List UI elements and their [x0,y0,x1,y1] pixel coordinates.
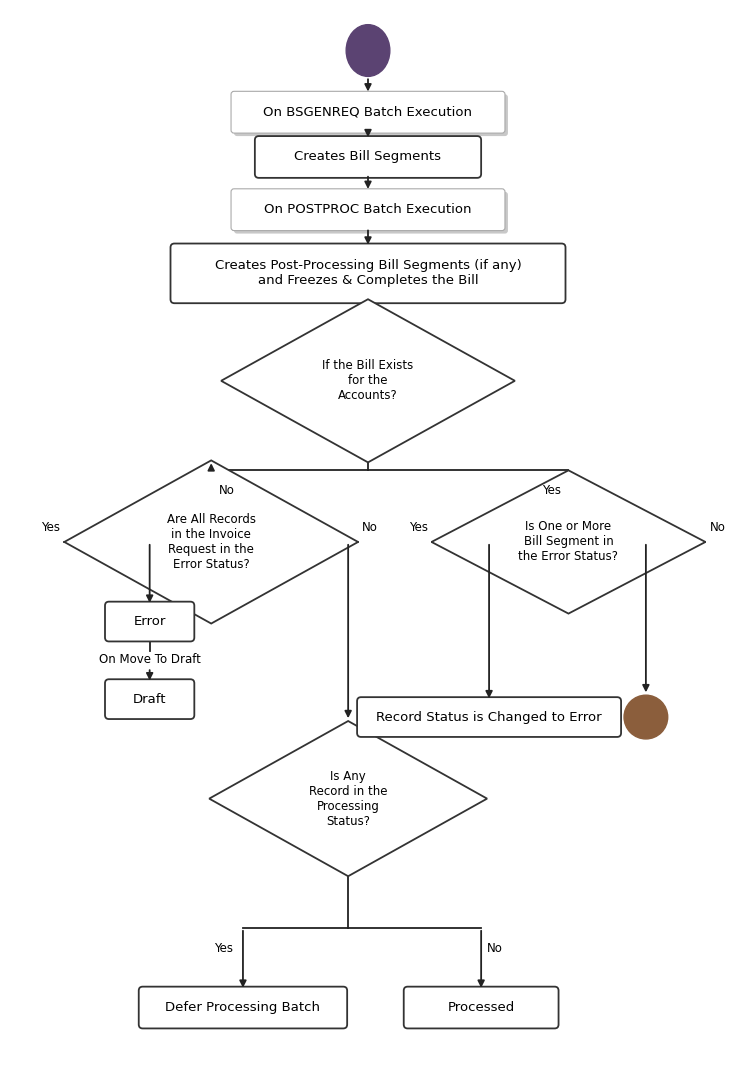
Text: On POSTPROC Batch Execution: On POSTPROC Batch Execution [264,203,472,216]
Text: Yes: Yes [214,941,233,955]
Text: Defer Processing Batch: Defer Processing Batch [166,1001,320,1014]
Text: Record Status is Changed to Error: Record Status is Changed to Error [376,710,602,724]
Text: On Move To Draft: On Move To Draft [99,653,201,666]
Text: Yes: Yes [41,521,60,534]
Text: No: No [219,484,235,497]
FancyBboxPatch shape [404,986,559,1028]
Text: Creates Bill Segments: Creates Bill Segments [294,150,442,164]
Text: On BSGENREQ Batch Execution: On BSGENREQ Batch Execution [263,106,473,119]
FancyBboxPatch shape [231,188,505,230]
Text: Yes: Yes [408,521,428,534]
FancyBboxPatch shape [255,136,481,178]
Text: Are All Records
in the Invoice
Request in the
Error Status?: Are All Records in the Invoice Request i… [166,513,255,571]
FancyBboxPatch shape [139,986,347,1028]
Polygon shape [221,299,515,463]
Polygon shape [209,721,487,876]
Text: No: No [362,521,378,534]
Text: Draft: Draft [133,693,166,706]
FancyBboxPatch shape [234,192,508,233]
Text: Error: Error [133,615,166,628]
Text: If the Bill Exists
for the
Accounts?: If the Bill Exists for the Accounts? [322,359,414,403]
FancyBboxPatch shape [105,602,194,642]
FancyBboxPatch shape [234,94,508,136]
Text: Creates Post-Processing Bill Segments (if any)
and Freezes & Completes the Bill: Creates Post-Processing Bill Segments (i… [215,259,521,287]
FancyBboxPatch shape [105,679,194,719]
FancyBboxPatch shape [357,697,621,737]
Text: Yes: Yes [542,484,561,497]
Circle shape [624,695,668,739]
FancyBboxPatch shape [171,243,565,303]
Text: No: No [487,941,503,955]
Polygon shape [64,461,358,623]
Text: Is Any
Record in the
Processing
Status?: Is Any Record in the Processing Status? [309,770,387,828]
FancyBboxPatch shape [231,91,505,133]
Text: Processed: Processed [447,1001,514,1014]
Text: Is One or More
Bill Segment in
the Error Status?: Is One or More Bill Segment in the Error… [518,521,618,563]
Ellipse shape [346,25,390,76]
Polygon shape [431,470,705,614]
Text: No: No [710,521,725,534]
